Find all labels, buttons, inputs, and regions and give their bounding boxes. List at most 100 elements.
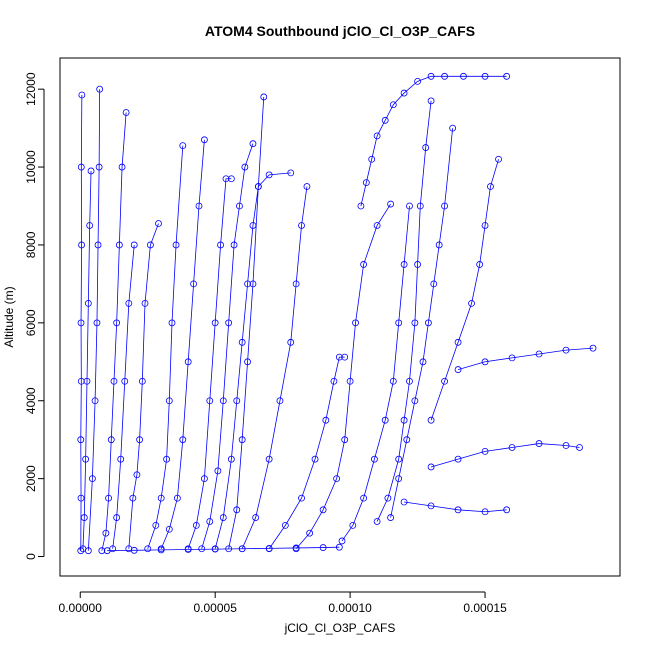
data-point — [117, 455, 125, 463]
data-point — [219, 514, 227, 521]
data-point — [441, 72, 448, 80]
series-profile-9 — [184, 175, 235, 553]
data-point — [503, 506, 511, 514]
data-point — [200, 475, 208, 483]
data-point — [460, 72, 467, 80]
series-line — [187, 178, 232, 549]
data-point — [373, 132, 381, 140]
data-point — [225, 319, 233, 327]
data-point — [387, 200, 395, 208]
data-point — [427, 463, 435, 471]
data-point — [83, 377, 91, 385]
data-point — [481, 447, 489, 455]
data-point — [389, 101, 397, 109]
data-point — [352, 319, 359, 327]
data-point — [88, 475, 96, 483]
data-point — [419, 358, 427, 366]
data-layer — [77, 72, 597, 555]
series-line — [160, 139, 205, 549]
y-axis: 0 2000 4000 6000 8000 10000 12000 — [24, 72, 45, 560]
data-point — [200, 136, 208, 144]
series-line — [390, 128, 454, 518]
data-point — [468, 299, 475, 307]
series-line — [214, 172, 291, 549]
x-axis-label: jClO_Cl_O3P_CAFS — [284, 621, 396, 635]
x-axis: 0.00000 0.00005 0.00010 0.00015 — [59, 591, 507, 615]
data-point — [163, 455, 171, 463]
y-tick-label: 0 — [24, 553, 38, 560]
data-point — [238, 545, 246, 553]
series-profile-12 — [225, 93, 268, 553]
data-point — [371, 455, 378, 463]
data-point — [495, 155, 502, 163]
chart-title: ATOM4 Southbound jClO_Cl_O3P_CAFS — [205, 23, 475, 39]
data-point — [454, 338, 462, 346]
data-point — [298, 222, 305, 229]
series-line — [430, 159, 499, 421]
data-point — [77, 436, 85, 444]
series-line — [430, 443, 580, 468]
data-point — [179, 436, 187, 444]
y-axis-label: Altitude (m) — [2, 286, 16, 347]
data-point — [95, 163, 103, 171]
data-point — [184, 546, 192, 553]
data-point — [400, 416, 408, 424]
series-line — [101, 112, 127, 551]
data-point — [144, 545, 152, 553]
series-profile-22 — [427, 440, 583, 471]
data-point — [130, 546, 138, 554]
data-point — [141, 299, 149, 307]
data-point — [454, 506, 462, 514]
data-point — [357, 202, 365, 210]
data-point — [454, 366, 462, 373]
data-point — [349, 521, 357, 529]
data-point — [107, 436, 115, 444]
data-point — [138, 377, 146, 385]
data-point — [411, 319, 419, 327]
data-point — [198, 545, 206, 553]
x-tick-label: 0.00010 — [328, 601, 372, 615]
data-point — [77, 163, 85, 171]
y-tick-label: 2000 — [24, 465, 38, 492]
data-point — [292, 544, 300, 552]
data-point — [449, 124, 457, 132]
data-point — [105, 494, 112, 502]
data-point — [80, 514, 88, 521]
data-point — [322, 416, 330, 424]
data-point — [276, 397, 284, 405]
series-line — [87, 89, 101, 551]
data-point — [244, 280, 251, 288]
data-point — [241, 163, 249, 171]
series-line — [241, 186, 308, 549]
data-point — [122, 109, 130, 116]
data-point — [78, 241, 85, 249]
data-point — [214, 467, 222, 475]
series-line — [268, 356, 345, 549]
series-profile-3 — [84, 85, 104, 555]
data-point — [103, 547, 111, 555]
series-line — [147, 145, 184, 549]
data-point — [113, 319, 121, 327]
y-tick-label: 6000 — [24, 309, 38, 336]
series-line — [376, 100, 432, 522]
data-point — [91, 397, 99, 405]
series-line — [107, 546, 340, 552]
data-point — [173, 494, 181, 502]
y-tick-label: 12000 — [24, 72, 38, 106]
series-line — [201, 143, 254, 549]
data-point — [338, 537, 346, 545]
series-profile-8 — [157, 136, 208, 553]
data-point — [362, 179, 370, 187]
data-point — [341, 353, 349, 361]
data-point — [427, 416, 435, 424]
data-point — [427, 72, 435, 80]
data-point — [222, 175, 230, 183]
data-point — [168, 319, 176, 327]
series-line — [404, 501, 507, 513]
data-point — [121, 377, 129, 385]
data-point — [481, 358, 489, 366]
data-point — [481, 72, 489, 80]
data-point — [265, 171, 273, 179]
data-point — [476, 261, 484, 268]
